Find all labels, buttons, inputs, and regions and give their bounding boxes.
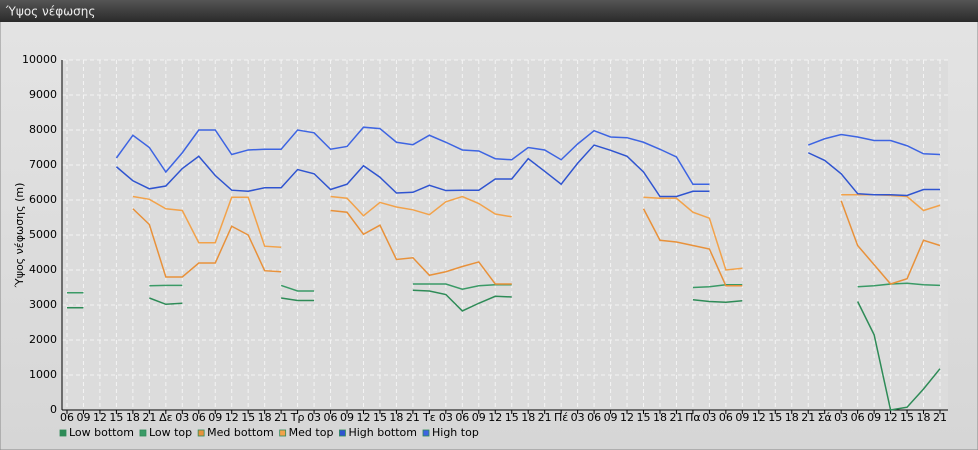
legend-label: High bottom: [348, 426, 417, 439]
legend-label: Low bottom: [69, 426, 134, 439]
x-tick-label: 15: [241, 411, 255, 424]
x-tick-label: 03: [175, 411, 189, 424]
legend-swatch: [139, 429, 147, 437]
series-line: [67, 282, 941, 294]
legend-swatch: [339, 429, 346, 437]
x-tick-label: 15: [768, 411, 782, 424]
x-tick-label: 12: [488, 411, 502, 424]
x-tick-label: 18: [389, 411, 403, 424]
y-tick-label: 7000: [29, 158, 57, 171]
x-tick-label: 21: [142, 411, 156, 424]
x-tick-label: 09: [735, 411, 749, 424]
y-tick-label: 8000: [29, 123, 57, 136]
x-tick-label: 21: [406, 411, 420, 424]
x-tick-label: 15: [109, 411, 123, 424]
legend-swatch: [279, 429, 287, 437]
legend-label: High top: [432, 426, 479, 439]
x-tick-label: 03: [439, 411, 453, 424]
x-tick-label: 18: [785, 411, 799, 424]
x-tick-label: 15: [373, 411, 387, 424]
x-tick-label: 06: [324, 411, 338, 424]
x-tick-label: Σά: [818, 411, 832, 424]
x-tick-label: 06: [587, 411, 601, 424]
x-tick-label: 06: [192, 411, 206, 424]
x-tick-label: Τρ: [290, 411, 305, 424]
legend-swatch: [59, 429, 67, 437]
x-tick-label: 21: [669, 411, 683, 424]
x-tick-label: 03: [834, 411, 848, 424]
x-tick-label: Δε: [159, 411, 173, 424]
x-tick-label: 21: [538, 411, 552, 424]
legend-label: Med bottom: [207, 426, 274, 439]
series-line: [115, 144, 940, 198]
x-tick-label: 03: [307, 411, 321, 424]
x-tick-label: 12: [752, 411, 766, 424]
y-axis-label: Ύψος νέφωσης (m): [13, 183, 26, 289]
y-tick-label: 9000: [29, 88, 57, 101]
legend-label: Med top: [289, 426, 334, 439]
x-tick-label: 15: [505, 411, 519, 424]
x-tick-label: 18: [917, 411, 931, 424]
y-tick-label: 2000: [29, 333, 57, 346]
y-tick-label: 10000: [22, 53, 57, 66]
title-bar: [0, 0, 978, 22]
x-tick-label: 12: [93, 411, 107, 424]
x-tick-label: 06: [851, 411, 865, 424]
x-tick-label: 03: [702, 411, 716, 424]
x-tick-label: 12: [225, 411, 239, 424]
series-line: [115, 126, 941, 185]
y-tick-label: 3000: [29, 298, 57, 311]
x-tick-label: 09: [340, 411, 354, 424]
x-tick-label: 06: [60, 411, 74, 424]
y-tick-label: 5000: [29, 228, 57, 241]
x-tick-label: Πέ: [554, 411, 568, 424]
x-tick-label: 21: [801, 411, 815, 424]
x-tick-label: 09: [208, 411, 222, 424]
x-tick-label: 18: [653, 411, 667, 424]
y-tick-label: 0: [50, 403, 57, 416]
y-tick-label: 1000: [29, 368, 57, 381]
x-tick-label: 18: [126, 411, 140, 424]
x-tick-label: 12: [884, 411, 898, 424]
x-tick-label: 12: [620, 411, 634, 424]
x-tick-label: 21: [274, 411, 288, 424]
series-line: [132, 200, 941, 287]
x-tick-label: Τε: [422, 411, 436, 424]
legend-swatch: [197, 429, 205, 437]
x-tick-label: 03: [571, 411, 585, 424]
x-tick-label: 18: [258, 411, 272, 424]
legend-label: Low top: [149, 426, 192, 439]
x-tick-label: 18: [521, 411, 535, 424]
x-tick-label: Πα: [685, 411, 701, 424]
x-tick-label: 12: [356, 411, 370, 424]
x-tick-label: 15: [900, 411, 914, 424]
x-tick-label: 09: [867, 411, 881, 424]
y-tick-label: 4000: [29, 263, 57, 276]
x-tick-label: 21: [933, 411, 947, 424]
x-tick-label: 09: [76, 411, 90, 424]
series-line: [67, 289, 941, 411]
y-tick-label: 6000: [29, 193, 57, 206]
legend-swatch: [422, 429, 430, 437]
x-tick-label: 09: [604, 411, 618, 424]
series-line: [132, 194, 941, 271]
chart-title: Ύψος νέφωσης: [5, 5, 95, 19]
x-tick-label: 06: [719, 411, 733, 424]
x-tick-label: 06: [455, 411, 469, 424]
x-tick-label: 15: [637, 411, 651, 424]
x-tick-label: 09: [472, 411, 486, 424]
